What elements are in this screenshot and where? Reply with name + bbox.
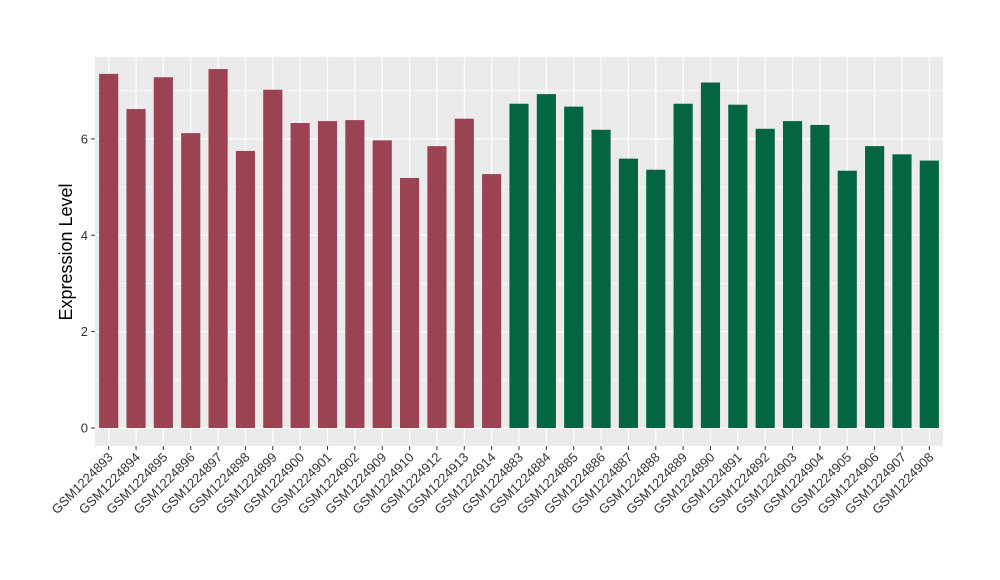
bar-GSM1224901 [317, 121, 338, 428]
bar-GSM1224887 [618, 158, 638, 428]
y-axis: 0 2 4 6 [81, 131, 95, 436]
bar-GSM1224886 [591, 129, 611, 428]
bar-GSM1224906 [865, 146, 885, 429]
y-axis-title: Expression Level [56, 183, 76, 320]
bar-GSM1224904 [810, 124, 830, 428]
bar-GSM1224913 [454, 118, 474, 428]
bar-GSM1224895 [153, 77, 173, 429]
bar-GSM1224905 [837, 170, 857, 428]
bar-GSM1224910 [400, 177, 420, 428]
bar-GSM1224902 [345, 120, 365, 429]
bar-GSM1224899 [263, 89, 283, 428]
bar-GSM1224907 [892, 154, 912, 428]
bar-GSM1224903 [782, 121, 803, 428]
bar-GSM1224892 [755, 128, 775, 429]
bar-GSM1224884 [536, 94, 556, 428]
bar-GSM1224898 [235, 150, 256, 429]
bar-GSM1224888 [646, 169, 666, 428]
bar-GSM1224885 [564, 106, 584, 429]
bar-GSM1224889 [673, 103, 693, 429]
bar-GSM1224900 [290, 123, 310, 428]
y-tick-label: 4 [81, 228, 88, 243]
y-tick-label: 2 [81, 324, 88, 339]
bar-GSM1224893 [99, 73, 119, 428]
bar-GSM1224908 [919, 160, 939, 428]
bar-GSM1224891 [728, 104, 748, 428]
y-tick-label: 0 [81, 421, 88, 436]
bar-GSM1224914 [482, 174, 502, 428]
bar-GSM1224909 [372, 140, 392, 428]
bar-GSM1224897 [208, 69, 228, 428]
bar-GSM1224896 [181, 133, 201, 429]
bar-GSM1224883 [509, 103, 529, 429]
bar-GSM1224894 [126, 109, 146, 428]
bar-GSM1224912 [427, 146, 447, 429]
x-axis: GSM1224893GSM1224894GSM1224895GSM1224896… [48, 446, 936, 517]
y-tick-label: 6 [81, 131, 88, 146]
bar-GSM1224890 [700, 82, 721, 428]
bars [99, 69, 939, 429]
